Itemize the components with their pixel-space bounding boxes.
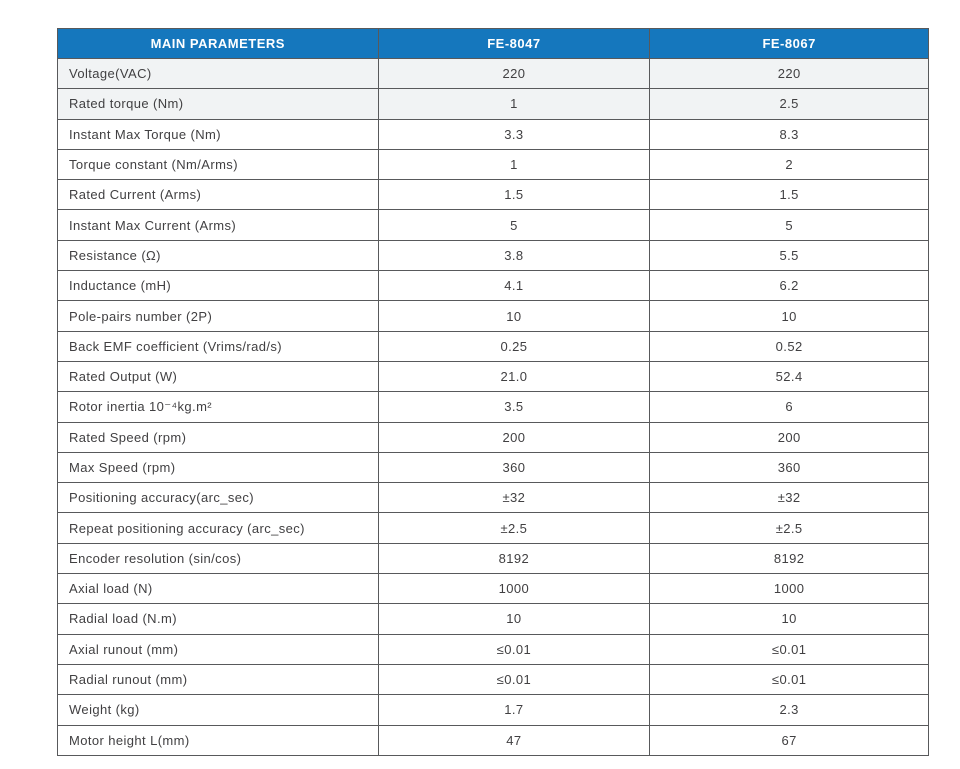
param-cell: Inductance (mH) — [57, 270, 379, 302]
value-cell: 220 — [649, 57, 929, 90]
value-cell: 8192 — [649, 542, 929, 575]
value-cell: 10 — [377, 603, 651, 635]
value-cell: ≤0.01 — [649, 633, 929, 665]
value-cell: 67 — [649, 724, 929, 756]
value-cell: 1 — [377, 88, 651, 120]
value-cell: ≤0.01 — [377, 663, 651, 696]
param-cell: Axial runout (mm) — [57, 633, 379, 665]
spec-row: Rated Current (Arms) 1.5 1.5 — [57, 179, 929, 211]
spec-row: Rated torque (Nm) 1 2.5 — [57, 88, 929, 120]
value-cell: 200 — [377, 421, 651, 453]
spec-row: Max Speed (rpm) 360 360 — [57, 451, 929, 484]
spec-row: Instant Max Torque (Nm) 3.3 8.3 — [57, 118, 929, 150]
value-cell: 2.5 — [649, 88, 929, 120]
param-cell: Weight (kg) — [57, 694, 379, 726]
param-cell: Motor height L(mm) — [57, 724, 379, 756]
value-cell: 360 — [377, 451, 651, 484]
param-cell: Repeat positioning accuracy (arc_sec) — [57, 512, 379, 544]
spec-row: Radial runout (mm) ≤0.01 ≤0.01 — [57, 663, 929, 696]
value-cell: 5 — [377, 209, 651, 241]
param-cell: Positioning accuracy(arc_sec) — [57, 482, 379, 514]
header-row: MAIN PARAMETERS FE-8047 FE-8067 — [57, 28, 929, 59]
value-cell: 8.3 — [649, 118, 929, 150]
spec-row: Voltage(VAC) 220 220 — [57, 57, 929, 90]
spec-row: Torque constant (Nm/Arms) 1 2 — [57, 148, 929, 181]
value-cell: 1000 — [649, 573, 929, 605]
col-header-fe-8047: FE-8047 — [377, 28, 651, 59]
value-cell: 10 — [649, 603, 929, 635]
value-cell: 10 — [377, 300, 651, 332]
spec-row: Weight (kg) 1.7 2.3 — [57, 694, 929, 726]
spec-row: Inductance (mH) 4.1 6.2 — [57, 270, 929, 302]
value-cell: 3.5 — [377, 391, 651, 423]
value-cell: 1.5 — [377, 179, 651, 211]
spec-row: Back EMF coefficient (Vrims/rad/s) 0.25 0.… — [57, 330, 929, 362]
param-cell: Instant Max Torque (Nm) — [57, 118, 379, 150]
param-cell: Max Speed (rpm) — [57, 451, 379, 484]
value-cell: 2.3 — [649, 694, 929, 726]
value-cell: 8192 — [377, 542, 651, 575]
value-cell: 0.25 — [377, 330, 651, 362]
spec-row: Rated Speed (rpm) 200 200 — [57, 421, 929, 453]
value-cell: 0.52 — [649, 330, 929, 362]
spec-sheet: MAIN PARAMETERS FE-8047 FE-8067 Voltage(… — [57, 28, 929, 756]
param-cell: Rated Output (W) — [57, 360, 379, 393]
spec-row: Axial load (N) 1000 1000 — [57, 573, 929, 605]
param-cell: Torque constant (Nm/Arms) — [57, 148, 379, 181]
col-header-fe-8067: FE-8067 — [649, 28, 929, 59]
motor-spec-table: MAIN PARAMETERS FE-8047 FE-8067 Voltage(… — [57, 28, 929, 756]
spec-row: Resistance (Ω) 3.8 5.5 — [57, 239, 929, 272]
param-cell: Rotor inertia 10⁻⁴kg.m² — [57, 391, 379, 423]
spec-row: Repeat positioning accuracy (arc_sec) ±2.… — [57, 512, 929, 544]
value-cell: ≤0.01 — [377, 633, 651, 665]
param-cell: Instant Max Current (Arms) — [57, 209, 379, 241]
spec-table-body: Voltage(VAC) 220 220 Rated torque (Nm) 1 2.5 I… — [57, 57, 929, 756]
value-cell: 220 — [377, 57, 651, 90]
param-cell: Axial load (N) — [57, 573, 379, 605]
value-cell: 21.0 — [377, 360, 651, 393]
spec-row: Positioning accuracy(arc_sec) ±32 ±32 — [57, 482, 929, 514]
value-cell: 5 — [649, 209, 929, 241]
col-header-main-parameters: MAIN PARAMETERS — [57, 28, 379, 59]
value-cell: 10 — [649, 300, 929, 332]
value-cell: 47 — [377, 724, 651, 756]
value-cell: 2 — [649, 148, 929, 181]
spec-row: Instant Max Current (Arms) 5 5 — [57, 209, 929, 241]
param-cell: Rated Speed (rpm) — [57, 421, 379, 453]
param-cell: Back EMF coefficient (Vrims/rad/s) — [57, 330, 379, 362]
value-cell: 1 — [377, 148, 651, 181]
value-cell: ≤0.01 — [649, 663, 929, 696]
value-cell: 1000 — [377, 573, 651, 605]
value-cell: ±32 — [649, 482, 929, 514]
value-cell: 1.5 — [649, 179, 929, 211]
value-cell: ±2.5 — [377, 512, 651, 544]
value-cell: 200 — [649, 421, 929, 453]
spec-row: Encoder resolution (sin/cos) 8192 8192 — [57, 542, 929, 575]
value-cell: 360 — [649, 451, 929, 484]
spec-row: Rated Output (W) 21.0 52.4 — [57, 360, 929, 393]
value-cell: 6.2 — [649, 270, 929, 302]
spec-row: Radial load (N.m) 10 10 — [57, 603, 929, 635]
spec-row: Motor height L(mm) 47 67 — [57, 724, 929, 756]
value-cell: 1.7 — [377, 694, 651, 726]
value-cell: ±32 — [377, 482, 651, 514]
value-cell: 3.8 — [377, 239, 651, 272]
value-cell: 4.1 — [377, 270, 651, 302]
param-cell: Pole-pairs number (2P) — [57, 300, 379, 332]
value-cell: 3.3 — [377, 118, 651, 150]
param-cell: Resistance (Ω) — [57, 239, 379, 272]
param-cell: Radial runout (mm) — [57, 663, 379, 696]
value-cell: ±2.5 — [649, 512, 929, 544]
spec-row: Rotor inertia 10⁻⁴kg.m² 3.5 6 — [57, 391, 929, 423]
param-cell: Rated Current (Arms) — [57, 179, 379, 211]
value-cell: 5.5 — [649, 239, 929, 272]
spec-row: Pole-pairs number (2P) 10 10 — [57, 300, 929, 332]
param-cell: Rated torque (Nm) — [57, 88, 379, 120]
param-cell: Radial load (N.m) — [57, 603, 379, 635]
param-cell: Encoder resolution (sin/cos) — [57, 542, 379, 575]
param-cell: Voltage(VAC) — [57, 57, 379, 90]
spec-row: Axial runout (mm) ≤0.01 ≤0.01 — [57, 633, 929, 665]
value-cell: 52.4 — [649, 360, 929, 393]
value-cell: 6 — [649, 391, 929, 423]
